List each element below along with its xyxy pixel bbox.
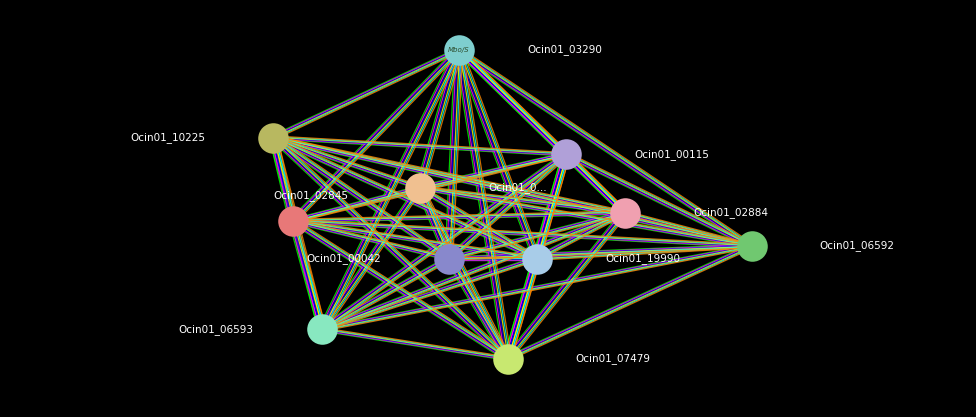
Text: Ocin01_00042: Ocin01_00042 [305, 253, 381, 264]
Text: Ocin01_00115: Ocin01_00115 [634, 149, 710, 160]
Text: Ocin01_07479: Ocin01_07479 [576, 353, 651, 364]
Text: Ocin01_0...: Ocin01_0... [488, 182, 547, 193]
Text: Ocin01_06593: Ocin01_06593 [179, 324, 254, 335]
Text: Ocin01_06592: Ocin01_06592 [820, 241, 895, 251]
Text: Ocin01_02845: Ocin01_02845 [273, 191, 348, 201]
Text: Ocin01_19990: Ocin01_19990 [605, 253, 680, 264]
Text: Mbo/S: Mbo/S [448, 47, 469, 53]
Text: Ocin01_02884: Ocin01_02884 [693, 207, 768, 218]
Text: Ocin01_10225: Ocin01_10225 [130, 132, 205, 143]
Text: Ocin01_03290: Ocin01_03290 [527, 45, 602, 55]
